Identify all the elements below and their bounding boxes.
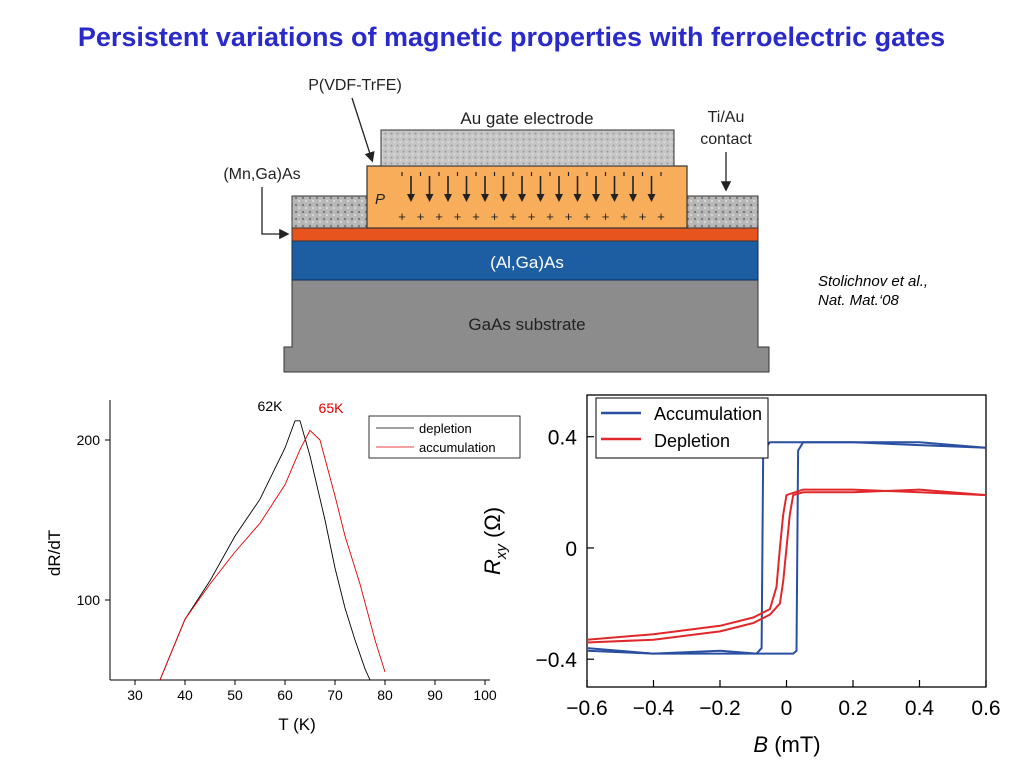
y-tick-label: 100 [77, 592, 101, 608]
legend: Accumulation Depletion [595, 397, 769, 459]
polarization-arrowhead [462, 194, 471, 202]
polarization-arrowhead [647, 194, 656, 202]
legend-label-accumulation: Accumulation [654, 404, 762, 424]
x-tick-label: 80 [377, 687, 393, 703]
positive-charge: + [602, 209, 610, 224]
page-title: Persistent variations of magnetic proper… [77, 22, 946, 52]
legend-box [595, 397, 769, 459]
series-line-depletion [586, 488, 987, 641]
series-line-depletion [586, 488, 987, 644]
x-tick-label: 100 [473, 687, 497, 703]
x-tick-label: −0.6 [566, 697, 607, 720]
annotation-65k: 65K [319, 400, 345, 416]
series-line-accumulation [159, 429, 386, 681]
polarization-arrowhead [629, 194, 637, 202]
positive-charge: + [417, 209, 425, 224]
x-tick-label: −0.4 [633, 697, 675, 720]
positive-charge: + [491, 209, 499, 224]
gate-label: Au gate electrode [460, 109, 593, 128]
polarization-arrows: + + + + + + + + + + + + + + + [398, 172, 665, 224]
legend-label-accumulation: accumulation [419, 440, 496, 455]
series-line-depletion [159, 420, 371, 681]
x-tick-label: 70 [327, 687, 343, 703]
positive-charge: + [472, 209, 480, 224]
polarization-arrowhead [481, 194, 489, 202]
polarization-arrowhead [573, 194, 582, 202]
citation-authors: Stolichnov et al., [818, 273, 929, 290]
contact-label-line2: contact [700, 131, 752, 148]
x-tick-label: 0.6 [971, 697, 1000, 720]
y-tick-label: 0.4 [548, 427, 578, 450]
mnga-pointer [261, 187, 290, 240]
polarization-arrowhead [592, 194, 600, 202]
y-tick-label: 200 [77, 432, 101, 448]
substrate-label: GaAs substrate [468, 315, 585, 334]
x-tick-label: 30 [127, 687, 143, 703]
x-tick-label: 40 [177, 687, 193, 703]
polarization-arrowhead [425, 194, 434, 202]
polarization-label: P [375, 191, 385, 208]
mnga-label: (Mn,Ga)As [223, 166, 300, 183]
pvdf-pointer [351, 97, 375, 163]
y-axis-label: Rxy (Ω) [480, 507, 510, 575]
positive-charge: + [398, 209, 406, 224]
positive-charge: + [454, 209, 462, 224]
x-tick-label: 0.2 [838, 697, 867, 720]
annotation-62k: 62K [258, 398, 284, 414]
positive-charge: + [435, 209, 443, 224]
x-tick-label: −0.2 [699, 697, 740, 720]
polarization-arrowhead [444, 194, 452, 202]
au-gate [380, 129, 675, 167]
positive-charge: + [657, 209, 665, 224]
x-tick-label: 90 [427, 687, 443, 703]
x-axis-label: T (K) [278, 715, 315, 734]
polarization-arrowhead [610, 194, 619, 202]
x-axis-label: B (mT) [753, 732, 820, 757]
alga-label: (Al,Ga)As [490, 253, 564, 272]
polarization-arrowhead [555, 194, 563, 202]
polarization-arrowhead [518, 194, 526, 202]
x-tick-label: 50 [227, 687, 243, 703]
positive-charge: + [620, 209, 628, 224]
citation: Stolichnov et al., Nat. Mat.‘08 [818, 272, 928, 310]
polarization-arrowhead [499, 194, 508, 202]
positive-charge: + [509, 209, 517, 224]
positive-charge: + [565, 209, 573, 224]
pvdf-label: P(VDF-TrFE) [308, 77, 402, 94]
y-tick-label: −0.4 [536, 649, 578, 672]
y-axis-label: dR/dT [45, 530, 64, 576]
legend: depletion accumulation [368, 415, 521, 459]
positive-charge: + [639, 209, 647, 224]
citation-journal: Nat. Mat.‘08 [818, 292, 899, 309]
positive-charge: + [546, 209, 554, 224]
legend-label-depletion: Depletion [654, 431, 730, 451]
legend-label-depletion: depletion [419, 421, 472, 436]
legend-box [368, 415, 521, 459]
x-tick-label: 0 [781, 697, 793, 720]
positive-charge: + [583, 209, 591, 224]
positive-charge: + [528, 209, 536, 224]
contact-right [686, 195, 759, 229]
polarization-arrowhead [536, 194, 545, 202]
contact-label-line1: Ti/Au [708, 109, 745, 126]
x-tick-label: 60 [277, 687, 293, 703]
contact-left [291, 195, 368, 229]
y-tick-label: 0 [565, 538, 577, 561]
polarization-arrowhead [407, 194, 415, 202]
x-tick-label: 0.4 [905, 697, 935, 720]
